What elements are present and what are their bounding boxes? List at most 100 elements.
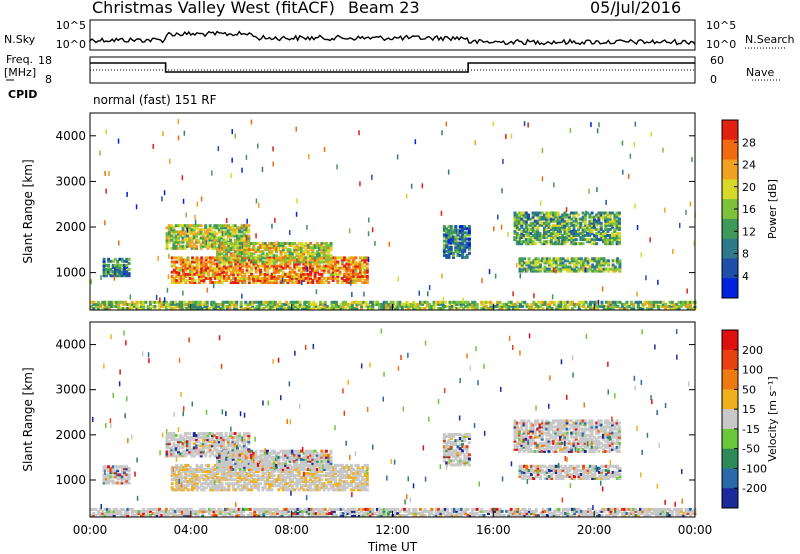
heatmap-cell xyxy=(356,472,360,475)
heatmap-cell xyxy=(589,300,593,304)
heatmap-cell xyxy=(198,307,202,310)
heatmap-cell xyxy=(353,300,357,304)
heatmap-cell xyxy=(238,453,242,457)
heatmap-cell xyxy=(172,268,176,272)
heatmap-cell xyxy=(557,304,561,308)
heatmap-cell xyxy=(561,221,565,225)
heatmap-cell xyxy=(445,241,449,245)
heatmap-cell xyxy=(224,434,228,438)
heatmap-cell xyxy=(272,480,276,484)
heatmap-cell xyxy=(199,436,203,440)
heatmap-cell xyxy=(181,238,185,242)
heatmap-cell xyxy=(611,240,615,244)
heatmap-cell xyxy=(235,307,239,310)
heatmap-cell xyxy=(557,307,561,310)
heatmap-cell xyxy=(186,484,190,488)
heatmap-cell xyxy=(527,304,531,308)
heatmap-cell xyxy=(573,263,576,267)
heatmap-cell xyxy=(192,442,196,446)
heatmap-cell xyxy=(565,219,569,223)
heatmap-cell xyxy=(277,455,281,459)
heatmap-cell xyxy=(242,232,246,236)
heatmap-cell xyxy=(184,260,188,264)
heatmap-cell xyxy=(218,268,222,272)
heatmap-cell xyxy=(349,256,353,260)
heatmap-cell xyxy=(579,259,583,263)
heatmap-cell xyxy=(454,235,458,239)
heatmap-cell xyxy=(128,302,132,306)
heatmap-cell xyxy=(323,302,327,306)
heatmap-cell xyxy=(354,474,358,478)
heatmap-cell xyxy=(116,259,120,263)
heatmap-cell xyxy=(533,221,537,225)
heatmap-cell xyxy=(302,455,306,459)
heatmap-cell xyxy=(251,304,255,308)
heatmap-cell xyxy=(304,258,308,262)
heatmap-cell xyxy=(219,307,223,310)
heatmap-cell xyxy=(179,274,183,278)
heatmap-cell xyxy=(206,450,210,454)
heatmap-cell xyxy=(295,246,299,250)
colorbar-segment xyxy=(722,218,738,240)
heatmap-cell xyxy=(188,474,192,478)
heatmap-cell xyxy=(238,270,242,274)
heatmap-cell xyxy=(272,451,276,455)
heatmap-cell xyxy=(242,440,246,444)
heatmap-cell xyxy=(170,472,174,475)
heatmap-cell xyxy=(275,484,278,488)
heatmap-cell xyxy=(254,463,258,467)
heatmap-cell xyxy=(331,470,335,473)
heatmap-cell xyxy=(256,461,260,465)
heatmap-cell xyxy=(238,488,242,492)
heatmap-cell xyxy=(272,270,276,274)
heatmap-cell xyxy=(300,258,303,262)
heatmap-cell xyxy=(222,459,226,463)
heatmap-cell xyxy=(247,459,251,463)
heatmap-cell xyxy=(313,476,317,480)
heatmap-cell xyxy=(181,226,185,230)
heatmap-cell xyxy=(318,476,322,480)
heatmap-cell xyxy=(565,238,569,242)
heatmap-cell xyxy=(231,272,235,276)
heatmap-cell xyxy=(259,459,263,463)
heatmap-cell xyxy=(320,244,324,248)
heatmap-cell xyxy=(596,187,598,193)
heatmap-cell xyxy=(211,266,215,270)
heatmap-cell xyxy=(213,256,217,260)
heatmap-cell xyxy=(193,480,197,484)
heatmap-cell xyxy=(165,246,169,250)
heatmap-cell xyxy=(419,307,422,310)
heatmap-cell xyxy=(320,459,324,463)
heatmap-cell xyxy=(205,239,207,245)
heatmap-cell xyxy=(174,448,178,452)
heatmap-cell xyxy=(201,432,205,436)
heatmap-cell xyxy=(300,480,303,484)
heatmap-cell xyxy=(241,258,244,262)
heatmap-cell xyxy=(229,476,233,480)
heatmap-cell xyxy=(238,436,242,440)
heatmap-cell xyxy=(242,307,245,310)
heatmap-cell xyxy=(309,472,313,475)
heatmap-cell xyxy=(309,465,313,469)
heatmap-cell xyxy=(543,269,547,273)
heatmap-cell xyxy=(309,463,313,467)
heatmap-cell xyxy=(336,482,340,486)
heatmap-cell xyxy=(293,270,297,274)
heatmap-cell xyxy=(238,262,242,266)
heatmap-cell xyxy=(306,244,310,248)
heatmap-cell xyxy=(182,276,185,280)
heatmap-cell xyxy=(245,476,249,480)
heatmap-cell xyxy=(270,465,274,469)
heatmap-cell xyxy=(266,272,269,276)
heatmap-cell xyxy=(315,468,319,471)
heatmap-cell xyxy=(268,465,272,469)
heatmap-cell xyxy=(194,214,196,220)
heatmap-cell xyxy=(602,304,606,308)
heatmap-cell xyxy=(252,472,256,475)
heatmap-cell xyxy=(247,260,251,264)
heatmap-cell xyxy=(197,450,201,454)
heatmap-cell xyxy=(109,274,113,278)
heatmap-cell xyxy=(256,476,260,480)
heatmap-cell xyxy=(673,307,677,310)
heatmap-cell xyxy=(336,276,340,280)
